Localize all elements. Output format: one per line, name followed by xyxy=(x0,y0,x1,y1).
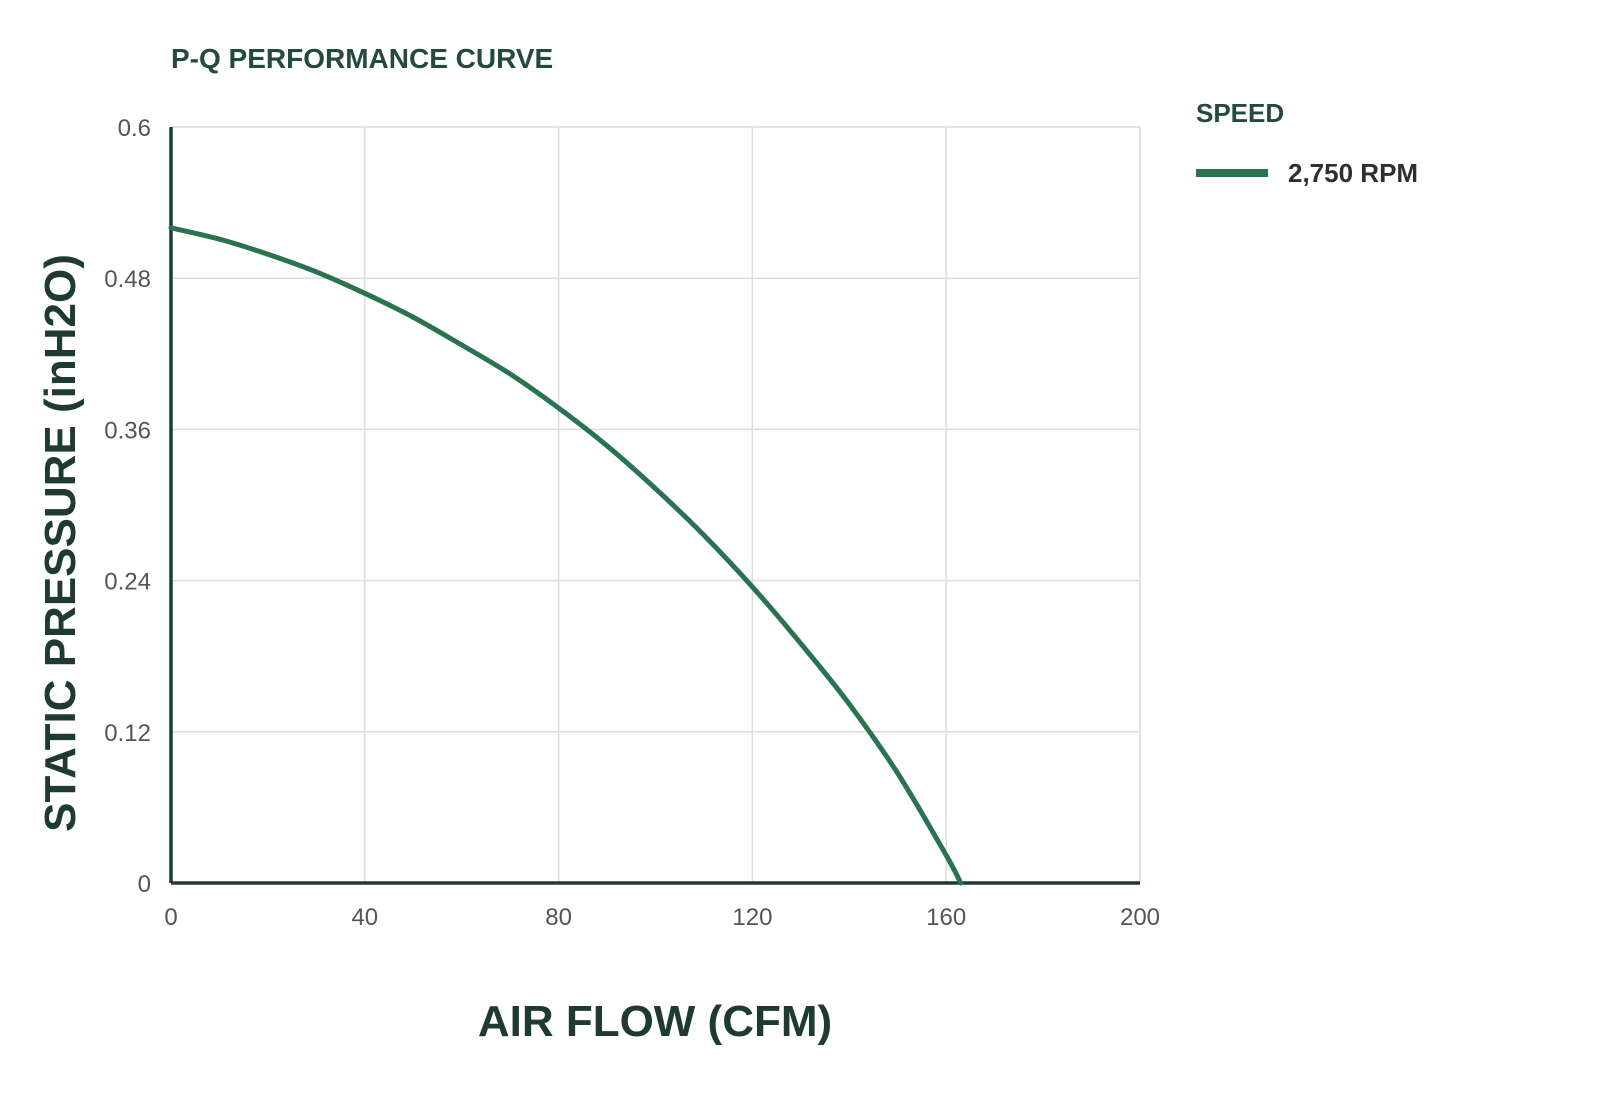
y-tick-label: 0.48 xyxy=(104,266,151,293)
y-axis-title: STATIC PRESSURE (inH2O) xyxy=(36,254,85,832)
x-axis-title: AIR FLOW (CFM) xyxy=(478,997,832,1046)
legend-items: 2,750 RPM xyxy=(1196,158,1418,188)
axes xyxy=(169,127,1140,885)
y-tick-label: 0.12 xyxy=(104,720,151,747)
series-layer xyxy=(168,225,964,886)
x-tick-label: 120 xyxy=(732,904,772,931)
legend-label: 2,750 RPM xyxy=(1288,158,1418,188)
x-tick-label: 200 xyxy=(1120,904,1160,931)
chart-title: P-Q PERFORMANCE CURVE xyxy=(171,43,553,74)
x-tick-labels: 0 40 80 120 160 200 xyxy=(164,904,1160,931)
x-tick-label: 40 xyxy=(351,904,378,931)
y-tick-label: 0 xyxy=(138,871,151,898)
x-tick-label: 0 xyxy=(164,904,177,931)
grid xyxy=(171,126,1141,883)
legend: SPEED 2,750 RPM xyxy=(1196,98,1418,188)
y-tick-labels: 0 0.12 0.24 0.36 0.48 0.6 xyxy=(104,115,151,898)
x-tick-label: 160 xyxy=(926,904,966,931)
y-tick-label: 0.24 xyxy=(104,569,151,596)
y-tick-label: 0.36 xyxy=(104,417,151,444)
series-line xyxy=(168,225,964,886)
y-tick-label: 0.6 xyxy=(118,115,151,142)
legend-title: SPEED xyxy=(1196,98,1284,128)
x-tick-label: 80 xyxy=(545,904,572,931)
